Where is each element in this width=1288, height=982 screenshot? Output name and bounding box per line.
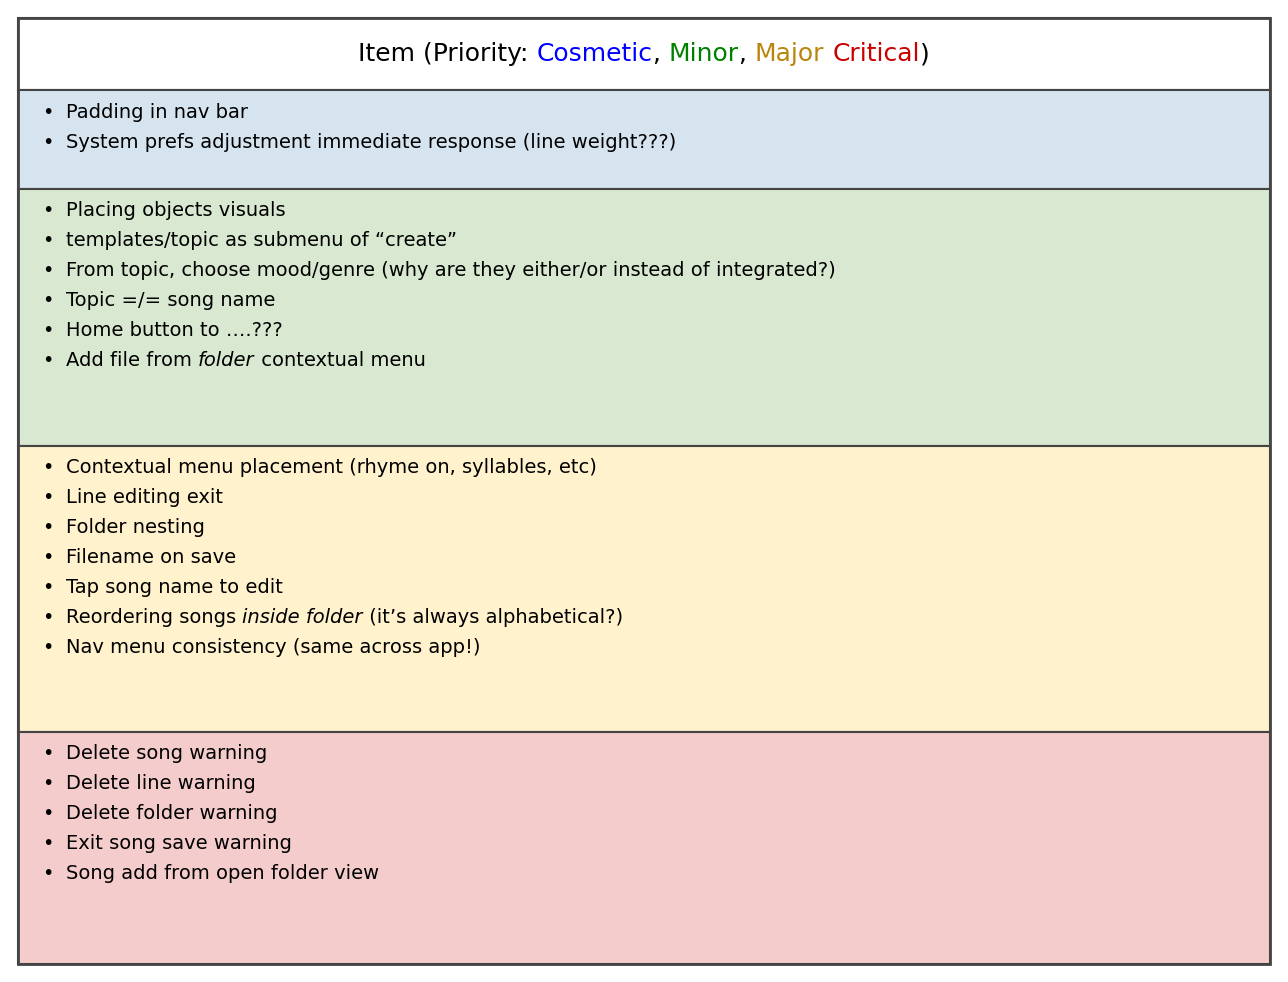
Text: •: • — [43, 321, 54, 340]
Text: Placing objects visuals: Placing objects visuals — [66, 201, 286, 220]
Text: Contextual menu placement (rhyme on, syllables, etc): Contextual menu placement (rhyme on, syl… — [66, 458, 596, 477]
Text: From topic, choose mood/genre (why are they either/or instead of integrated?): From topic, choose mood/genre (why are t… — [66, 261, 836, 280]
Text: Nav menu consistency (same across app!): Nav menu consistency (same across app!) — [66, 638, 480, 657]
Text: Song add from open folder view: Song add from open folder view — [66, 864, 379, 884]
Bar — [18, 446, 1270, 732]
Text: (it’s always alphabetical?): (it’s always alphabetical?) — [363, 608, 623, 627]
Bar — [18, 732, 1270, 964]
Text: •: • — [43, 835, 54, 853]
Text: contextual menu: contextual menu — [255, 352, 425, 370]
Text: •: • — [43, 133, 54, 151]
Text: Major: Major — [755, 42, 824, 66]
Text: Line editing exit: Line editing exit — [66, 488, 223, 507]
Text: Topic =/= song name: Topic =/= song name — [66, 292, 276, 310]
Text: •: • — [43, 608, 54, 627]
Text: Folder nesting: Folder nesting — [66, 518, 205, 537]
Text: •: • — [43, 744, 54, 763]
Bar — [18, 18, 1270, 90]
Text: Item (Priority:: Item (Priority: — [358, 42, 537, 66]
Bar — [18, 90, 1270, 189]
Text: Reordering songs: Reordering songs — [66, 608, 242, 627]
Text: ,: , — [739, 42, 755, 66]
Text: ,: , — [653, 42, 668, 66]
Text: Minor: Minor — [668, 42, 739, 66]
Text: •: • — [43, 775, 54, 793]
Text: ): ) — [920, 42, 930, 66]
Text: •: • — [43, 292, 54, 310]
Text: Cosmetic: Cosmetic — [537, 42, 653, 66]
Text: •: • — [43, 231, 54, 250]
Text: •: • — [43, 864, 54, 884]
Text: •: • — [43, 352, 54, 370]
Text: System prefs adjustment immediate response (line weight???): System prefs adjustment immediate respon… — [66, 133, 676, 151]
Text: •: • — [43, 578, 54, 597]
Text: Home button to ….???: Home button to ….??? — [66, 321, 283, 340]
Text: •: • — [43, 488, 54, 507]
Text: Delete folder warning: Delete folder warning — [66, 804, 277, 824]
Text: •: • — [43, 518, 54, 537]
Text: •: • — [43, 458, 54, 477]
Text: •: • — [43, 261, 54, 280]
Text: •: • — [43, 638, 54, 657]
Text: Critical: Critical — [832, 42, 920, 66]
Text: Delete line warning: Delete line warning — [66, 775, 256, 793]
Text: Delete song warning: Delete song warning — [66, 744, 267, 763]
Text: Padding in nav bar: Padding in nav bar — [66, 102, 249, 122]
Text: •: • — [43, 548, 54, 567]
Text: Filename on save: Filename on save — [66, 548, 236, 567]
Text: •: • — [43, 804, 54, 824]
Bar — [18, 189, 1270, 446]
Text: Tap song name to edit: Tap song name to edit — [66, 578, 283, 597]
Text: Exit song save warning: Exit song save warning — [66, 835, 292, 853]
Text: inside folder: inside folder — [242, 608, 363, 627]
Text: Add file from: Add file from — [66, 352, 198, 370]
Text: folder: folder — [198, 352, 255, 370]
Text: •: • — [43, 201, 54, 220]
Text: templates/topic as submenu of “create”: templates/topic as submenu of “create” — [66, 231, 457, 250]
Text: •: • — [43, 102, 54, 122]
